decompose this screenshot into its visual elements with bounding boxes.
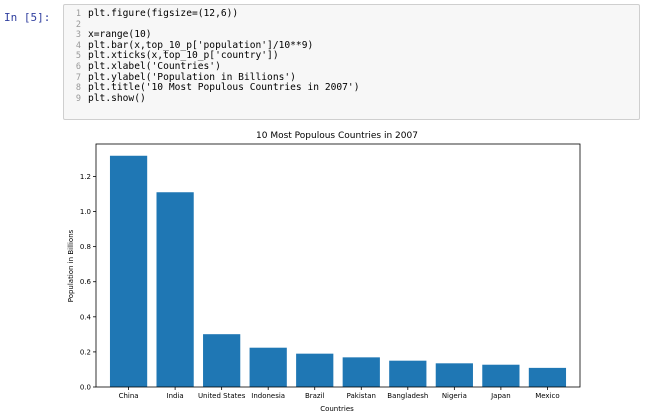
cell-prompt: In [5]: [4, 11, 51, 24]
bar-japan [482, 364, 520, 387]
x-tick-label: Mexico [535, 392, 559, 400]
line-number: 7 [75, 72, 81, 83]
x-tick-label: Pakistan [347, 392, 376, 400]
y-tick-label: 0.2 [80, 348, 91, 356]
code-line[interactable]: plt.xlabel('Countries') [88, 60, 221, 72]
code-line[interactable]: plt.bar(x,top_10_p['population']/10**9) [88, 39, 314, 51]
y-tick-label: 1.0 [80, 208, 91, 216]
line-number: 5 [75, 51, 81, 62]
y-tick-label: 0.8 [80, 243, 91, 251]
bar-bangladesh [389, 360, 427, 387]
x-tick-label: India [167, 392, 184, 400]
x-tick-label: United States [198, 392, 246, 400]
y-axis-label: Population in Billions [67, 229, 75, 302]
bar-brazil [296, 353, 334, 387]
x-tick-label: Brazil [305, 392, 325, 400]
code-editor[interactable]: plt.figure(figsize=(12,6)) x=range(10) plt… [88, 8, 360, 104]
y-tick-label: 0.0 [80, 384, 91, 392]
code-line[interactable]: x=range(10) [88, 29, 152, 41]
bar-united-states [203, 334, 241, 387]
chart-title: 10 Most Populous Countries in 2007 [256, 131, 418, 141]
line-number: 4 [75, 40, 81, 51]
cell-output: 10 Most Populous Countries in 2007 0.0 0.… [63, 124, 648, 413]
bar-chart: 10 Most Populous Countries in 2007 0.0 0.… [67, 131, 581, 413]
line-number: 9 [75, 93, 81, 104]
code-line[interactable]: plt.show() [88, 92, 146, 104]
line-number: 3 [75, 30, 81, 41]
code-line[interactable]: plt.ylabel('Population in Billions') [88, 71, 296, 83]
bar-china [109, 155, 148, 387]
x-axis-label: Countries [320, 405, 354, 413]
bar-india [156, 192, 194, 387]
bar-pakistan [342, 357, 380, 387]
bar-mexico [528, 367, 567, 387]
code-line[interactable]: plt.title('10 Most Populous Countries in… [88, 82, 360, 94]
line-number: 2 [75, 19, 81, 30]
y-tick-label: 0.4 [80, 313, 92, 321]
line-number: 1 [75, 9, 81, 19]
line-number: 8 [75, 83, 81, 94]
x-tick-label: Japan [490, 392, 511, 400]
bar-indonesia [249, 347, 287, 387]
x-tick-label: Nigeria [442, 392, 467, 400]
bar-nigeria [435, 363, 473, 387]
y-tick-label: 1.2 [80, 173, 91, 181]
plot-frame [95, 143, 581, 388]
x-tick-label: China [119, 392, 139, 400]
y-tick-label: 0.6 [80, 278, 92, 286]
code-line[interactable]: plt.figure(figsize=(12,6)) [88, 8, 239, 19]
x-tick-label: Indonesia [251, 392, 285, 400]
line-number: 6 [75, 61, 81, 72]
x-tick-label: Bangladesh [387, 392, 428, 400]
code-line[interactable]: plt.xticks(x,top_10_p['country']) [88, 50, 279, 62]
